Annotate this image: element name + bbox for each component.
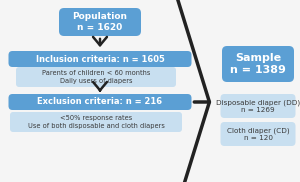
Text: Population
n = 1620: Population n = 1620: [73, 12, 128, 32]
Text: Sample
n = 1389: Sample n = 1389: [230, 53, 286, 75]
FancyBboxPatch shape: [10, 112, 182, 132]
FancyBboxPatch shape: [8, 51, 191, 67]
Text: Inclusion criteria: n = 1605: Inclusion criteria: n = 1605: [36, 54, 164, 64]
FancyBboxPatch shape: [220, 94, 296, 118]
FancyBboxPatch shape: [222, 46, 294, 82]
FancyBboxPatch shape: [8, 94, 191, 110]
Text: <50% response rates
Use of both disposable and cloth diapers: <50% response rates Use of both disposab…: [28, 115, 164, 129]
Text: Parents of children < 60 months
Daily users of diapers: Parents of children < 60 months Daily us…: [42, 70, 150, 84]
FancyBboxPatch shape: [59, 8, 141, 36]
Text: Cloth diaper (CD)
n = 120: Cloth diaper (CD) n = 120: [227, 127, 289, 141]
FancyBboxPatch shape: [16, 67, 176, 87]
FancyBboxPatch shape: [220, 122, 296, 146]
Text: Disposable diaper (DD)
n = 1269: Disposable diaper (DD) n = 1269: [216, 99, 300, 113]
Text: Exclusion criteria: n = 216: Exclusion criteria: n = 216: [38, 98, 163, 106]
